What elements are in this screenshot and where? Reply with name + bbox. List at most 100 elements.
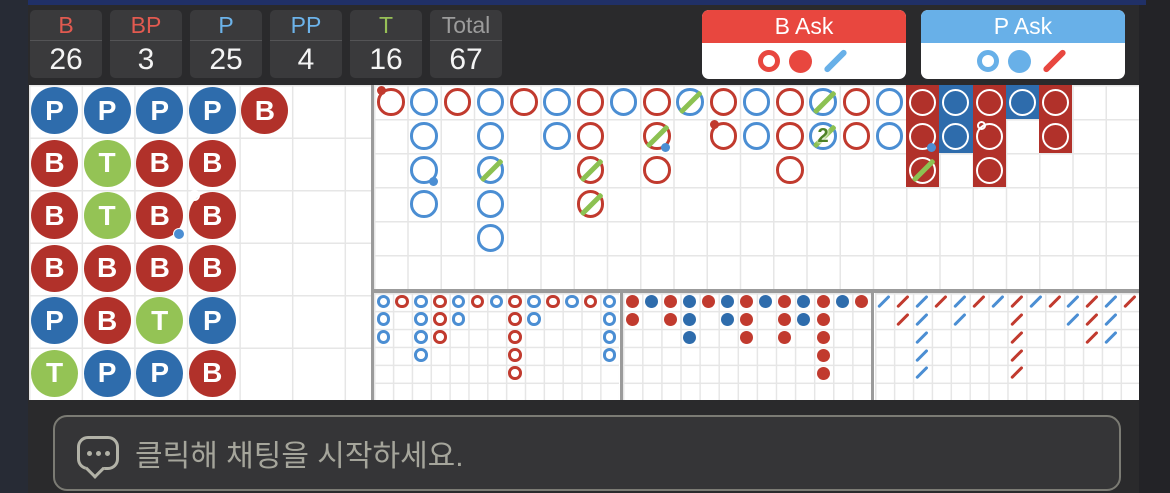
- cockroach-pig-cell: [1045, 293, 1064, 311]
- big-eye-boy-cell: [412, 293, 431, 311]
- bead-cell: P: [134, 85, 187, 138]
- small-road-cell: [756, 293, 775, 311]
- bead-plate-grid: [29, 85, 372, 400]
- big-road-cell: [407, 153, 440, 187]
- small-road-cell: [814, 364, 833, 382]
- red-slash-icon: [1042, 48, 1067, 74]
- big-road-cell: [374, 85, 407, 119]
- big-road-cell: [574, 187, 607, 221]
- small-road-cell: [814, 293, 833, 311]
- big-eye-boy-cell: [600, 293, 619, 311]
- big-road-cell: [540, 85, 573, 119]
- stat-tie: T 16: [350, 10, 422, 78]
- stat-player-value: 25: [209, 42, 243, 76]
- cockroach-pig-cell: [1101, 310, 1120, 328]
- stat-player-label: P: [190, 10, 262, 41]
- big-eye-boy-cell: [600, 346, 619, 364]
- cockroach-pig-cell: [1007, 364, 1026, 382]
- big-road-cell: [972, 85, 1006, 119]
- bead-cell: T: [82, 138, 135, 191]
- small-road-cell: [718, 310, 737, 328]
- stat-tie-label: T: [350, 10, 422, 41]
- cockroach-pig-cell: [1120, 293, 1139, 311]
- left-edge-strip: [0, 0, 28, 493]
- player-ask-preview: [921, 43, 1125, 79]
- big-eye-boy-cell: [449, 293, 468, 311]
- bigroad-derived-divider: [374, 289, 1139, 293]
- banker-ask-button[interactable]: B Ask: [702, 10, 906, 79]
- big-eye-boy-cell: [506, 364, 525, 382]
- big-road-cell: [773, 153, 806, 187]
- small-road-cell: [623, 310, 642, 328]
- player-ask-label: P Ask: [921, 10, 1125, 43]
- small-road-cell: [852, 293, 871, 311]
- big-eye-boy-cell: [468, 293, 487, 311]
- big-road-cell: [840, 119, 873, 153]
- cockroach-pig-cell: [1064, 293, 1083, 311]
- small-road-cell: [661, 293, 680, 311]
- big-eye-boy-cell: [487, 293, 506, 311]
- cockroach-pig-cell: [1007, 310, 1026, 328]
- bead-cell: P: [29, 85, 82, 138]
- banker-ask-label: B Ask: [702, 10, 906, 43]
- big-road-cell: [840, 85, 873, 119]
- big-road-cell: [407, 119, 440, 153]
- banker-ask-preview: [702, 43, 906, 79]
- bead-cell: P: [187, 295, 240, 348]
- stat-player: P 25: [190, 10, 262, 78]
- chat-placeholder: 클릭해 채팅을 시작하세요.: [135, 440, 464, 473]
- player-ask-button[interactable]: P Ask: [921, 10, 1125, 79]
- bead-cell: B: [29, 190, 82, 243]
- blue-hollow-circle-icon: [977, 50, 999, 72]
- big-road-cell: [441, 85, 474, 119]
- small-road-cell: [661, 310, 680, 328]
- chat-input[interactable]: 클릭해 채팅을 시작하세요.: [53, 415, 1121, 491]
- big-eye-boy-cell: [506, 310, 525, 328]
- big-eye-boy-cell: [393, 293, 412, 311]
- stat-banker-pair-label: BP: [110, 10, 182, 41]
- big-eye-boy-cell: [506, 346, 525, 364]
- big-road-cell: [972, 153, 1006, 187]
- big-road-cell: [474, 119, 507, 153]
- bead-cell: B: [29, 138, 82, 191]
- small-road-cell: [680, 310, 699, 328]
- bead-cell: T: [29, 348, 82, 401]
- big-eye-boy-cell: [431, 328, 450, 346]
- bead-cell: P: [82, 348, 135, 401]
- cockroach-pig-cell: [912, 310, 931, 328]
- big-eye-boy-cell: [431, 310, 450, 328]
- small-road-cell: [775, 310, 794, 328]
- big-road-cell: [972, 119, 1006, 153]
- big-eye-boy-cell: [506, 293, 525, 311]
- big-eye-boy-cell: [525, 293, 544, 311]
- big-road-cell: [474, 221, 507, 255]
- big-road-cell: [873, 85, 906, 119]
- big-road-cell: [673, 85, 706, 119]
- big-road-grid: [374, 85, 1139, 289]
- small-road-cell: [814, 310, 833, 328]
- bead-cell: P: [29, 295, 82, 348]
- bead-cell: B: [187, 243, 240, 296]
- big-road-cell: [906, 153, 940, 187]
- big-road-cell: [873, 119, 906, 153]
- cockroach-pig-cell: [931, 293, 950, 311]
- bead-cell: B: [239, 85, 292, 138]
- cockroach-pig-cell: [1064, 310, 1083, 328]
- bead-cell: P: [82, 85, 135, 138]
- small-road-cell: [794, 310, 813, 328]
- big-road-cell: [740, 119, 773, 153]
- bead-cell: P: [134, 348, 187, 401]
- bead-cell: B: [82, 243, 135, 296]
- small-road-cell: [699, 293, 718, 311]
- big-eye-boy-cell: [600, 328, 619, 346]
- big-road-cell: [906, 85, 940, 119]
- big-road-cell: [1005, 85, 1040, 119]
- big-road-cell: [1039, 85, 1073, 119]
- cockroach-pig-cell: [950, 310, 969, 328]
- stat-banker-pair-value: 3: [137, 42, 155, 76]
- big-road-cell: [607, 85, 640, 119]
- right-edge-strip: [1139, 0, 1170, 493]
- cockroach-pig-cell: [1026, 293, 1045, 311]
- big-road-cell: [474, 85, 507, 119]
- big-eye-boy-cell: [374, 293, 393, 311]
